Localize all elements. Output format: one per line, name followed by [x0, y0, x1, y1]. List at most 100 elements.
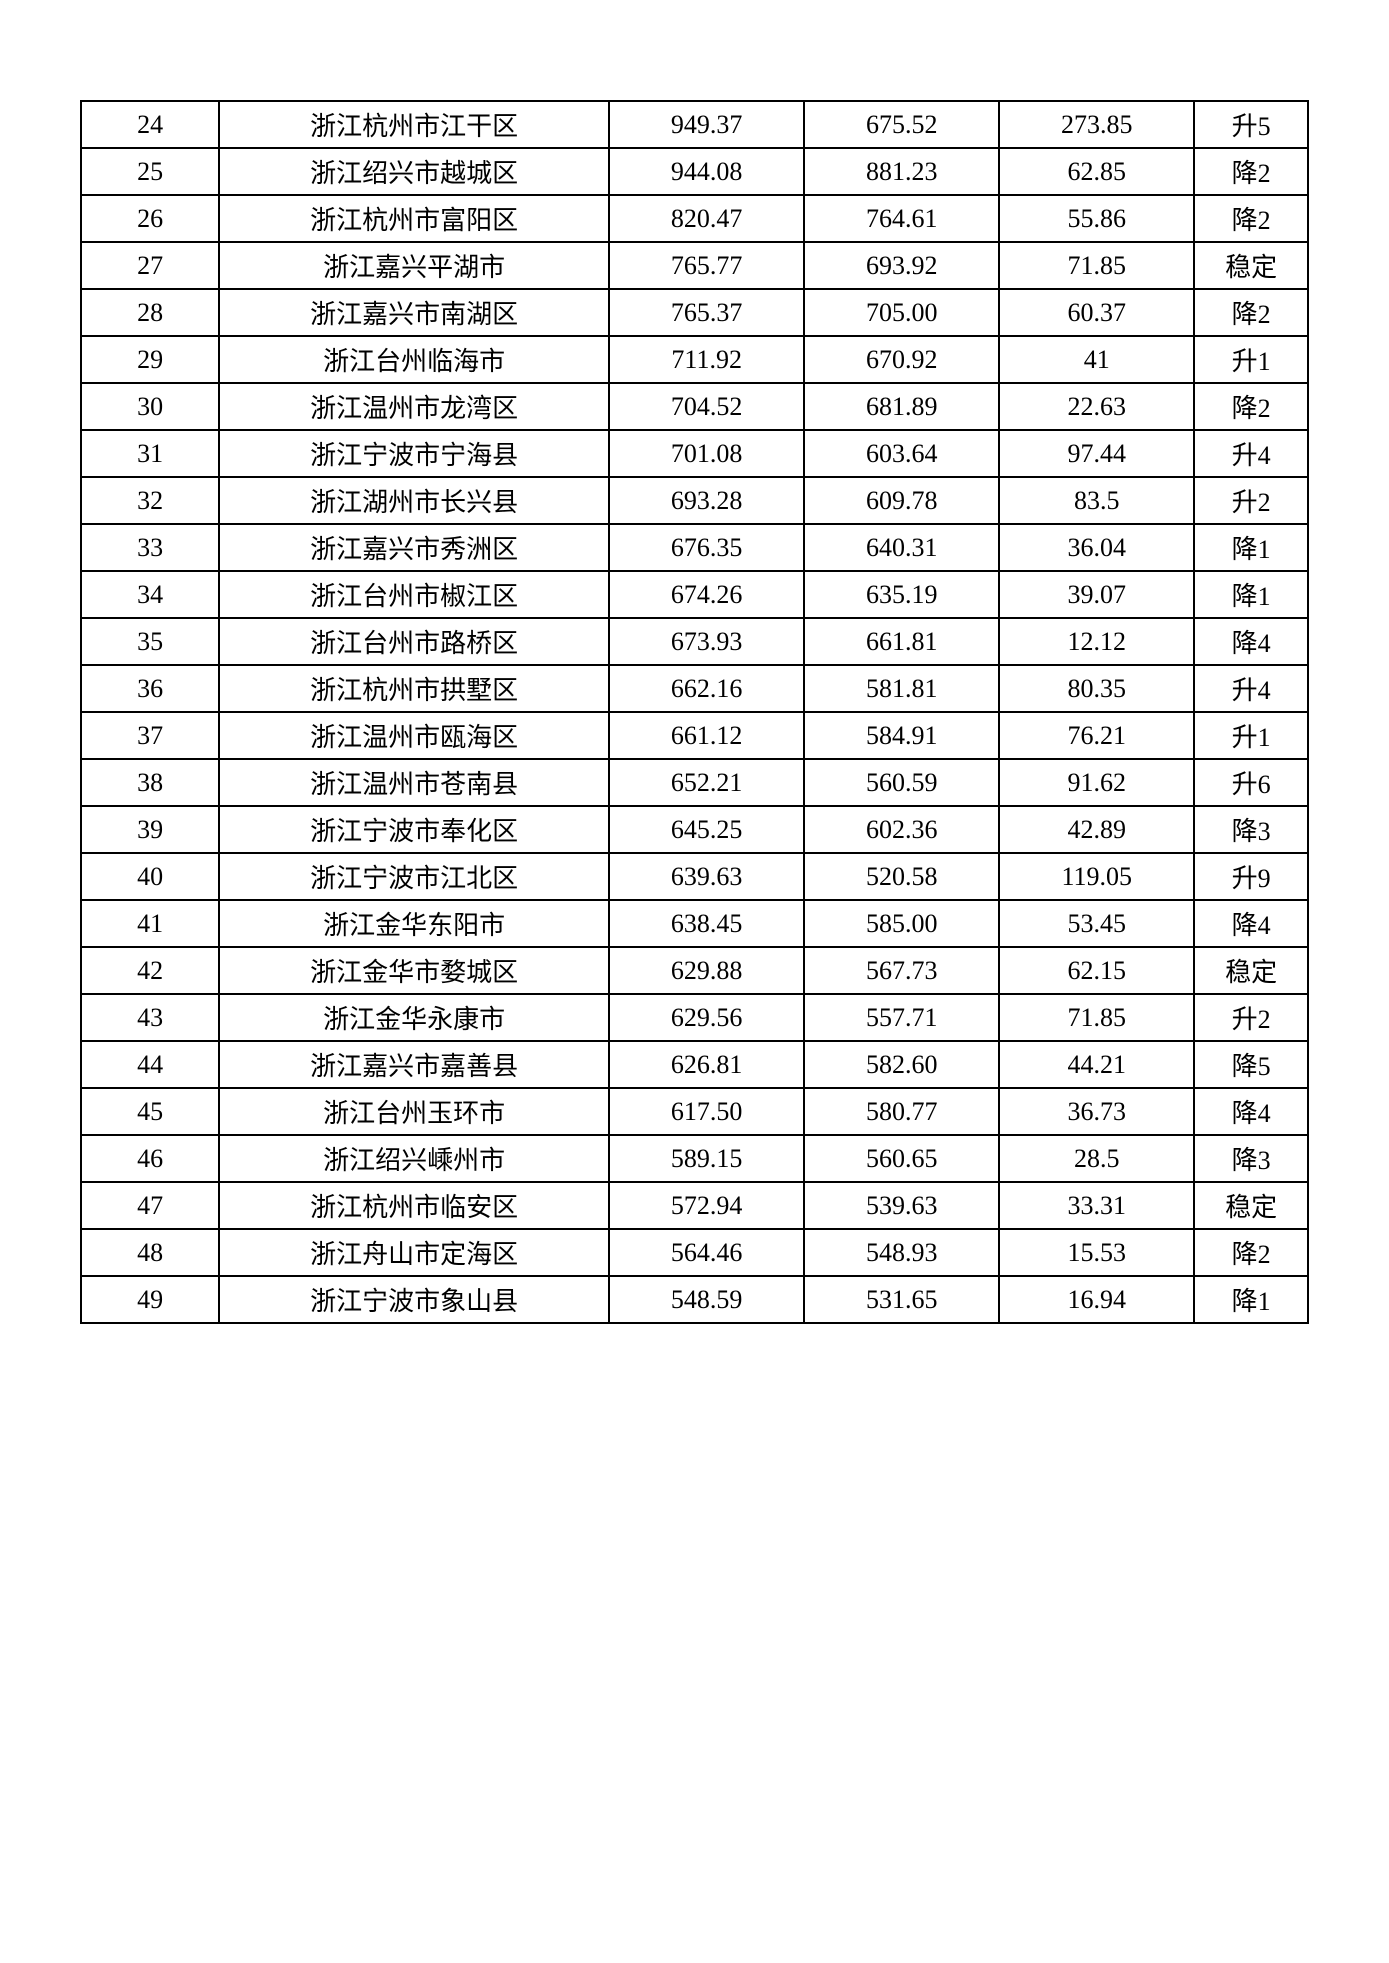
- cell-rank: 27: [81, 242, 219, 289]
- cell-name: 浙江杭州市拱墅区: [219, 665, 609, 712]
- cell-v3: 44.21: [999, 1041, 1194, 1088]
- table-row: 33浙江嘉兴市秀洲区676.35640.3136.04降1: [81, 524, 1308, 571]
- table-row: 34浙江台州市椒江区674.26635.1939.07降1: [81, 571, 1308, 618]
- cell-v3: 80.35: [999, 665, 1194, 712]
- cell-name: 浙江宁波市宁海县: [219, 430, 609, 477]
- cell-v2: 881.23: [804, 148, 999, 195]
- cell-name: 浙江杭州市富阳区: [219, 195, 609, 242]
- table-row: 46浙江绍兴嵊州市589.15560.6528.5降3: [81, 1135, 1308, 1182]
- cell-rank: 38: [81, 759, 219, 806]
- cell-name: 浙江温州市瓯海区: [219, 712, 609, 759]
- cell-v2: 681.89: [804, 383, 999, 430]
- cell-v2: 670.92: [804, 336, 999, 383]
- cell-v2: 693.92: [804, 242, 999, 289]
- table-row: 38浙江温州市苍南县652.21560.5991.62升6: [81, 759, 1308, 806]
- cell-rank: 43: [81, 994, 219, 1041]
- cell-change: 降1: [1194, 524, 1308, 571]
- cell-v3: 62.15: [999, 947, 1194, 994]
- cell-name: 浙江绍兴嵊州市: [219, 1135, 609, 1182]
- cell-change: 降4: [1194, 618, 1308, 665]
- cell-change: 降2: [1194, 1229, 1308, 1276]
- cell-v1: 673.93: [609, 618, 804, 665]
- cell-name: 浙江金华东阳市: [219, 900, 609, 947]
- cell-name: 浙江舟山市定海区: [219, 1229, 609, 1276]
- cell-v3: 22.63: [999, 383, 1194, 430]
- cell-v3: 60.37: [999, 289, 1194, 336]
- cell-v2: 557.71: [804, 994, 999, 1041]
- table-row: 39浙江宁波市奉化区645.25602.3642.89降3: [81, 806, 1308, 853]
- table-row: 41浙江金华东阳市638.45585.0053.45降4: [81, 900, 1308, 947]
- cell-rank: 44: [81, 1041, 219, 1088]
- cell-change: 升5: [1194, 101, 1308, 148]
- table-row: 48浙江舟山市定海区564.46548.9315.53降2: [81, 1229, 1308, 1276]
- cell-change: 升4: [1194, 665, 1308, 712]
- table-row: 25浙江绍兴市越城区944.08881.2362.85降2: [81, 148, 1308, 195]
- cell-v2: 582.60: [804, 1041, 999, 1088]
- cell-v2: 585.00: [804, 900, 999, 947]
- cell-change: 降3: [1194, 1135, 1308, 1182]
- cell-change: 升4: [1194, 430, 1308, 477]
- cell-v1: 638.45: [609, 900, 804, 947]
- cell-v1: 711.92: [609, 336, 804, 383]
- table-row: 49浙江宁波市象山县548.59531.6516.94降1: [81, 1276, 1308, 1323]
- cell-v1: 693.28: [609, 477, 804, 524]
- cell-v3: 76.21: [999, 712, 1194, 759]
- table-row: 28浙江嘉兴市南湖区765.37705.0060.37降2: [81, 289, 1308, 336]
- cell-v1: 704.52: [609, 383, 804, 430]
- cell-v2: 560.65: [804, 1135, 999, 1182]
- cell-change: 升9: [1194, 853, 1308, 900]
- cell-rank: 32: [81, 477, 219, 524]
- cell-change: 升1: [1194, 336, 1308, 383]
- cell-rank: 49: [81, 1276, 219, 1323]
- cell-v3: 33.31: [999, 1182, 1194, 1229]
- cell-rank: 36: [81, 665, 219, 712]
- cell-v1: 626.81: [609, 1041, 804, 1088]
- cell-v2: 661.81: [804, 618, 999, 665]
- cell-v1: 617.50: [609, 1088, 804, 1135]
- cell-change: 降2: [1194, 383, 1308, 430]
- cell-v1: 639.63: [609, 853, 804, 900]
- cell-change: 稳定: [1194, 1182, 1308, 1229]
- cell-name: 浙江温州市苍南县: [219, 759, 609, 806]
- cell-v2: 560.59: [804, 759, 999, 806]
- cell-rank: 34: [81, 571, 219, 618]
- cell-rank: 48: [81, 1229, 219, 1276]
- cell-v3: 12.12: [999, 618, 1194, 665]
- cell-v2: 539.63: [804, 1182, 999, 1229]
- cell-v3: 273.85: [999, 101, 1194, 148]
- table-row: 35浙江台州市路桥区673.93661.8112.12降4: [81, 618, 1308, 665]
- cell-change: 降4: [1194, 900, 1308, 947]
- cell-v3: 16.94: [999, 1276, 1194, 1323]
- cell-change: 降5: [1194, 1041, 1308, 1088]
- cell-v3: 41: [999, 336, 1194, 383]
- cell-name: 浙江台州市路桥区: [219, 618, 609, 665]
- cell-v1: 674.26: [609, 571, 804, 618]
- cell-v2: 531.65: [804, 1276, 999, 1323]
- cell-v1: 629.56: [609, 994, 804, 1041]
- cell-rank: 39: [81, 806, 219, 853]
- cell-v3: 71.85: [999, 242, 1194, 289]
- cell-change: 稳定: [1194, 947, 1308, 994]
- cell-name: 浙江台州临海市: [219, 336, 609, 383]
- cell-change: 降1: [1194, 571, 1308, 618]
- cell-v2: 567.73: [804, 947, 999, 994]
- cell-v1: 645.25: [609, 806, 804, 853]
- table-row: 27浙江嘉兴平湖市765.77693.9271.85稳定: [81, 242, 1308, 289]
- cell-name: 浙江台州玉环市: [219, 1088, 609, 1135]
- table-row: 36浙江杭州市拱墅区662.16581.8180.35升4: [81, 665, 1308, 712]
- table-row: 45浙江台州玉环市617.50580.7736.73降4: [81, 1088, 1308, 1135]
- table-row: 24浙江杭州市江干区949.37675.52273.85升5: [81, 101, 1308, 148]
- cell-name: 浙江嘉兴市南湖区: [219, 289, 609, 336]
- cell-v2: 640.31: [804, 524, 999, 571]
- cell-name: 浙江嘉兴平湖市: [219, 242, 609, 289]
- table-row: 32浙江湖州市长兴县693.28609.7883.5升2: [81, 477, 1308, 524]
- table-row: 29浙江台州临海市711.92670.9241升1: [81, 336, 1308, 383]
- cell-v1: 564.46: [609, 1229, 804, 1276]
- cell-v3: 91.62: [999, 759, 1194, 806]
- cell-v3: 36.73: [999, 1088, 1194, 1135]
- cell-change: 降2: [1194, 289, 1308, 336]
- cell-rank: 40: [81, 853, 219, 900]
- cell-v1: 589.15: [609, 1135, 804, 1182]
- cell-name: 浙江宁波市奉化区: [219, 806, 609, 853]
- cell-name: 浙江嘉兴市嘉善县: [219, 1041, 609, 1088]
